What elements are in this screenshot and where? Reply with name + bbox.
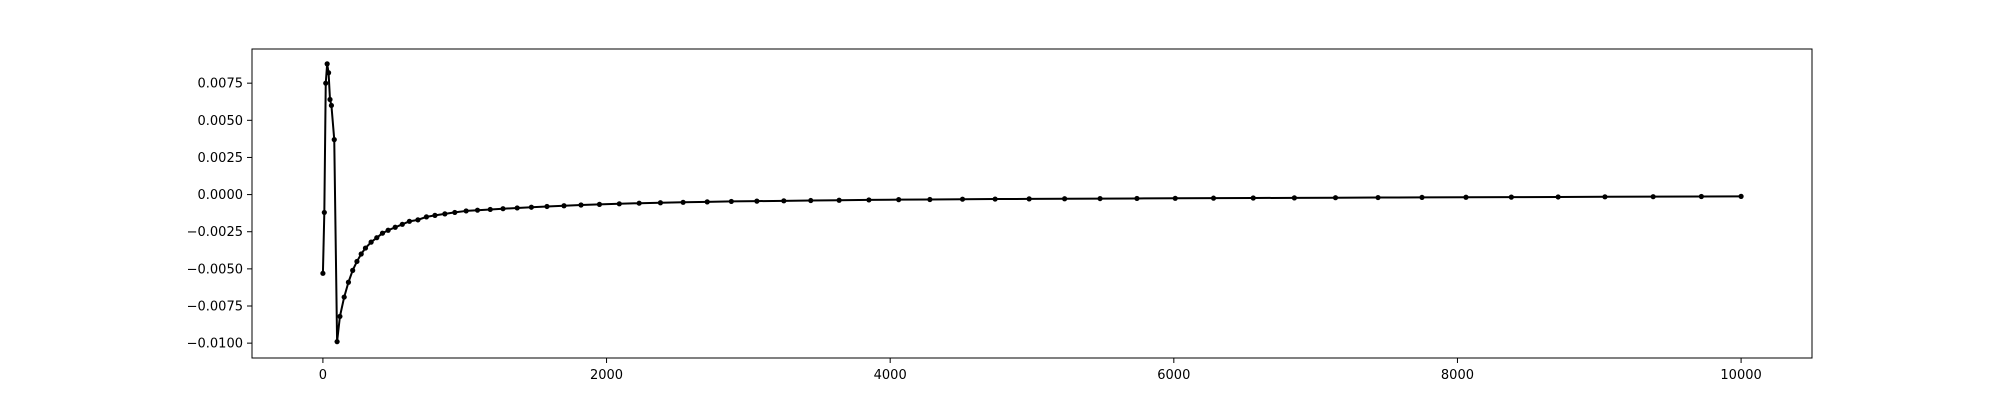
series-line: [321, 62, 1742, 343]
y-tick-label: −0.0050: [187, 262, 243, 277]
data-point: [328, 102, 335, 109]
data-point: [442, 211, 448, 217]
data-point: [596, 201, 603, 207]
data-point: [399, 221, 405, 227]
data-point: [374, 235, 380, 241]
data-point: [362, 245, 369, 251]
data-point: [1026, 196, 1032, 202]
data-point: [379, 230, 386, 236]
x-tick-label: 4000: [874, 368, 907, 383]
x-tick-label: 6000: [1157, 368, 1190, 383]
data-point: [1134, 195, 1140, 202]
y-tick-label: 0.0075: [198, 77, 244, 92]
x-tick-label: 2000: [590, 368, 623, 383]
data-point: [927, 196, 933, 203]
data-point: [680, 199, 686, 205]
data-point: [325, 70, 332, 76]
y-tick-label: 0.0025: [198, 151, 244, 166]
data-point: [500, 206, 506, 212]
data-point: [350, 267, 356, 273]
plot-frame: [251, 48, 1813, 359]
data-point: [781, 198, 787, 204]
data-point: [432, 212, 438, 218]
data-point: [1419, 194, 1425, 201]
data-point: [341, 294, 347, 300]
data-point: [728, 198, 734, 205]
data-point: [415, 217, 421, 223]
data-point: [1698, 193, 1704, 200]
data-point: [321, 209, 327, 216]
data-point: [578, 202, 584, 208]
data-point: [324, 61, 330, 67]
data-point: [616, 201, 622, 207]
data-point: [334, 339, 340, 345]
data-point: [345, 279, 352, 285]
data-point: [474, 207, 481, 213]
data-point: [1250, 195, 1256, 201]
data-point: [1062, 196, 1068, 202]
data-point: [368, 239, 374, 245]
data-point: [337, 313, 343, 320]
x-tick-label: 10000: [1720, 368, 1761, 383]
data-point: [487, 206, 493, 213]
x-tick-label: 0: [319, 368, 327, 383]
data-point: [331, 137, 337, 143]
data-point: [323, 80, 329, 86]
data-point: [406, 218, 413, 224]
data-point: [528, 204, 534, 210]
data-point: [561, 203, 567, 209]
y-tick-label: −0.0100: [187, 337, 243, 352]
data-point: [392, 224, 398, 230]
data-point: [657, 200, 664, 206]
data-point: [320, 270, 326, 276]
data-point: [1463, 194, 1469, 200]
y-tick-label: −0.0025: [187, 225, 243, 240]
axis-ticks: 0 2000 4000 6000 8000 10000 −0.0100 −0.0075 −0.0…: [187, 77, 1762, 383]
y-tick-label: 0.0000: [198, 188, 244, 203]
data-point: [1738, 193, 1744, 199]
data-point: [836, 197, 842, 203]
data-point: [385, 227, 391, 233]
data-point: [704, 199, 710, 205]
data-point: [354, 258, 360, 265]
data-point: [1210, 195, 1217, 201]
data-point: [1291, 195, 1297, 201]
data-point: [452, 209, 458, 216]
data-point: [959, 196, 966, 202]
data-point: [1097, 195, 1103, 202]
y-tick-label: −0.0075: [187, 300, 243, 315]
data-point: [896, 197, 902, 203]
data-series: [320, 61, 1744, 345]
data-point: [808, 197, 814, 204]
data-point: [636, 200, 642, 206]
data-point: [1555, 194, 1561, 200]
data-point: [358, 251, 364, 257]
data-point: [992, 196, 998, 202]
data-point: [1650, 194, 1656, 200]
data-point: [514, 205, 520, 211]
data-point: [866, 197, 872, 203]
data-point: [1375, 194, 1381, 201]
y-tick-label: 0.0050: [198, 114, 244, 129]
data-point: [1508, 194, 1514, 200]
data-point: [1602, 194, 1608, 200]
data-point: [463, 208, 469, 214]
data-point: [327, 96, 333, 103]
data-point: [1332, 195, 1339, 201]
data-point: [423, 214, 430, 220]
data-point: [1172, 195, 1178, 201]
data-point: [754, 198, 760, 204]
x-tick-label: 8000: [1441, 368, 1474, 383]
data-point: [544, 203, 550, 210]
